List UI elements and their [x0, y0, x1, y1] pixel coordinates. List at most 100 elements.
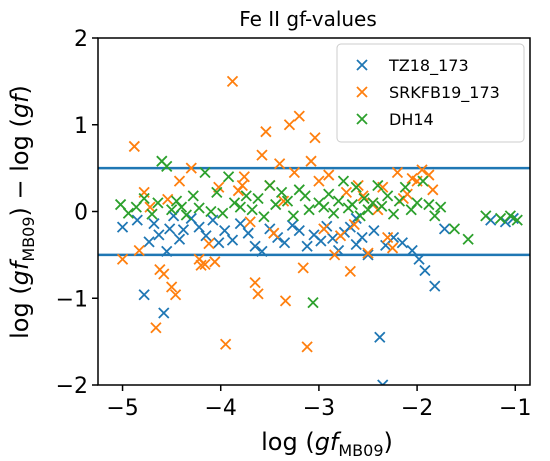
data-point	[344, 265, 356, 277]
data-point	[209, 256, 221, 268]
data-point	[293, 110, 305, 122]
data-point	[205, 205, 217, 218]
data-point	[423, 198, 435, 211]
data-point	[152, 197, 164, 209]
data-point	[288, 166, 301, 179]
data-point	[377, 379, 389, 385]
y-tick-label: 1	[74, 114, 88, 139]
data-point	[219, 338, 232, 350]
data-point	[286, 219, 299, 232]
data-point	[116, 221, 129, 233]
data-point	[213, 237, 225, 249]
data-point	[234, 201, 247, 213]
data-point	[256, 149, 268, 161]
data-point	[350, 181, 362, 193]
legend-label: DH14	[389, 110, 434, 129]
data-point	[234, 218, 247, 230]
data-point	[203, 237, 215, 250]
data-point	[219, 224, 231, 237]
data-point	[185, 162, 197, 174]
data-point	[252, 288, 264, 300]
x-axis-label: log (gfMB09)	[261, 428, 393, 460]
data-point	[279, 295, 292, 307]
data-point	[511, 214, 523, 226]
data-point	[362, 247, 374, 259]
legend-marker	[356, 86, 368, 98]
legend-label: TZ18_173	[388, 56, 469, 76]
data-point	[240, 190, 252, 202]
data-point	[387, 208, 400, 220]
data-point	[258, 211, 270, 223]
data-point	[323, 169, 335, 181]
legend-item: TZ18_173	[356, 56, 469, 76]
data-point	[399, 181, 411, 193]
data-point	[222, 171, 235, 183]
data-point	[244, 216, 256, 228]
data-point	[143, 236, 155, 248]
data-point	[504, 210, 517, 222]
legend-item: SRKFB19_173	[356, 83, 500, 103]
data-point	[138, 192, 150, 205]
data-point	[368, 224, 380, 237]
data-point	[148, 218, 160, 230]
data-point	[287, 210, 300, 222]
data-point	[116, 253, 129, 265]
data-point	[299, 190, 311, 202]
data-point	[161, 245, 173, 258]
data-point	[165, 281, 178, 293]
data-point	[367, 197, 379, 209]
data-point	[173, 233, 186, 245]
data-point	[128, 140, 140, 153]
data-point	[260, 126, 272, 138]
data-point	[162, 193, 174, 205]
data-point	[348, 218, 360, 231]
y-axis-label-part3: )	[6, 85, 34, 94]
data-point	[381, 190, 394, 202]
data-point	[332, 195, 345, 207]
data-point	[396, 237, 409, 249]
data-point	[164, 223, 176, 235]
legend-marker	[356, 113, 368, 125]
data-point	[337, 175, 350, 187]
data-point	[327, 232, 339, 245]
data-point	[309, 132, 321, 144]
data-point	[293, 224, 305, 237]
data-point	[238, 171, 250, 183]
data-point	[372, 179, 384, 192]
data-point	[357, 190, 369, 202]
data-point	[323, 188, 335, 200]
data-point	[180, 209, 193, 221]
data-point	[413, 253, 425, 265]
data-point	[256, 245, 268, 258]
y-tick-label: −1	[56, 287, 88, 312]
data-point	[175, 201, 188, 213]
legend-marker	[356, 59, 368, 71]
data-point	[315, 235, 327, 247]
data-point	[438, 223, 451, 235]
data-point	[435, 201, 447, 213]
data-point	[429, 280, 441, 292]
data-point	[200, 230, 212, 242]
y-tick-label: 2	[74, 27, 88, 52]
data-point	[354, 210, 366, 222]
series-dh14	[114, 155, 523, 309]
data-point	[374, 331, 386, 343]
data-point	[246, 204, 258, 216]
data-point	[448, 223, 461, 235]
legend-label: SRKFB19_173	[389, 83, 500, 103]
data-point	[131, 214, 143, 226]
data-point	[283, 119, 296, 131]
x-tick-label: −5	[106, 396, 138, 421]
x-tick-label: −2	[401, 396, 433, 421]
data-point	[393, 195, 406, 207]
data-point	[146, 208, 158, 220]
data-point	[153, 229, 165, 241]
data-point	[138, 289, 150, 301]
data-point	[278, 237, 291, 249]
legend-item: DH14	[356, 110, 434, 129]
data-point	[211, 186, 223, 199]
data-point	[318, 201, 330, 213]
data-point	[391, 166, 404, 179]
